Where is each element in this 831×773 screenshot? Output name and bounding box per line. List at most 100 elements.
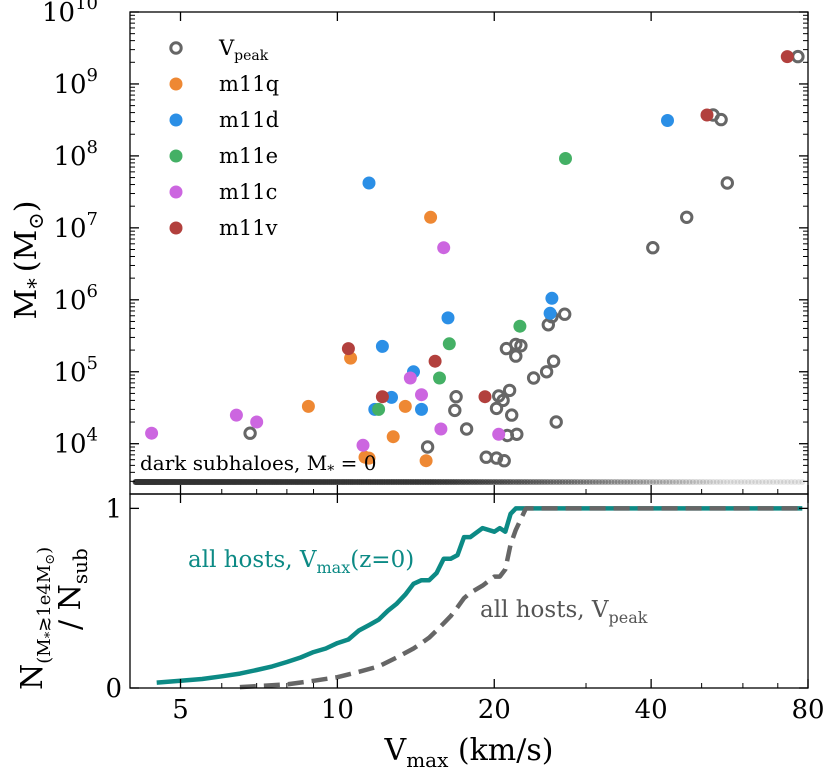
dark-subhalo-dot	[669, 479, 676, 485]
m11d-point	[375, 339, 389, 353]
dark-subhalo-dot	[710, 479, 717, 485]
dark-subhalo-dot	[630, 479, 637, 485]
vpeak-point	[546, 354, 561, 368]
y-tick-label: 105	[53, 353, 98, 388]
dark-subhalo-dot	[611, 479, 618, 485]
dark-subhalo-dot	[653, 479, 660, 485]
legend-marker-m11d	[169, 113, 183, 127]
m11v-point	[341, 342, 355, 356]
x-axis-label: Vmax (km/s)	[384, 733, 554, 772]
legend-marker-vpeak	[169, 41, 183, 55]
legend-label-m11v: m11v	[219, 216, 278, 240]
y-tick-label: 106	[53, 281, 98, 316]
dark-subhalo-dot	[777, 479, 784, 485]
dark-subhalo-dot	[706, 479, 713, 485]
y-tick-label: 108	[53, 137, 98, 172]
dark-subhalo-dot	[745, 479, 752, 485]
vpeak-point	[720, 176, 734, 190]
legend: Vpeak m11q m11d m11e m11c m11v	[169, 36, 279, 240]
dark-subhalo-dot	[717, 479, 724, 485]
dark-subhalo-dot	[583, 479, 590, 485]
dark-subhalo-dot	[763, 479, 769, 485]
bottom-axes-frame	[129, 493, 809, 689]
vpeak-point	[496, 393, 510, 408]
dark-subhalo-dot	[617, 479, 624, 485]
legend-marker-m11q	[169, 77, 183, 91]
dark-subhalo-dot	[713, 479, 720, 485]
m11d-point	[661, 114, 674, 127]
dark-subhalo-dot	[795, 479, 802, 485]
top-y-axis-label: M*(M⊙)	[9, 201, 48, 320]
dark-subhalo-dot	[755, 479, 762, 485]
m11d-point	[545, 291, 559, 305]
bottom-y-axis-label-line1: N(M*≳1e4M⊙)	[15, 547, 58, 690]
y-tick-label: 0	[105, 674, 122, 704]
vpeak-point	[243, 426, 257, 440]
dark-subhalo-dot	[562, 479, 569, 485]
dark-subhalo-dot	[770, 479, 777, 485]
dark-subhalo-dot	[596, 479, 602, 485]
m11c-point	[356, 438, 370, 452]
dark-subhalo-dot	[727, 479, 734, 485]
y-tick-label: 1010	[42, 0, 98, 28]
m11e-point	[442, 337, 456, 351]
dark-subhalo-dot	[559, 479, 566, 485]
m11e-point	[513, 319, 527, 333]
m11v-point	[700, 108, 714, 122]
m11v-point	[478, 390, 492, 404]
dark-subhalo-dot	[608, 479, 615, 485]
vpeak-point	[479, 450, 493, 464]
dark-subhalo-dot	[666, 479, 673, 485]
y-tick-label: 107	[53, 209, 98, 244]
m11v-point	[428, 354, 442, 368]
dark-subhalo-dot	[637, 479, 644, 485]
legend-label-vpeak: Vpeak	[218, 36, 269, 64]
legend-label-m11q: m11q	[219, 72, 279, 96]
dark-subhaloes-annotation: dark subhaloes, M* = 0	[140, 451, 376, 479]
legend-label-m11e: m11e	[219, 144, 278, 168]
vpeak-point	[448, 403, 462, 418]
vpeak-point	[510, 427, 524, 441]
vpeak-point	[489, 451, 504, 465]
dark-subhalo-dot	[748, 479, 755, 485]
legend-marker-m11v	[169, 221, 183, 235]
dark-subhalo-dot	[689, 479, 696, 485]
vpeak-point	[791, 49, 805, 64]
dark-subhalo-dot	[773, 479, 780, 485]
vpeak-point	[526, 371, 541, 385]
dark-subhalo-dot	[605, 479, 612, 485]
dark-subhalo-dot	[741, 479, 748, 485]
m11e-point	[433, 371, 446, 385]
dark-subhalo-dot	[781, 479, 787, 485]
vmax-fraction-line	[156, 506, 803, 685]
dark-subhalo-dot	[724, 479, 731, 485]
m11c-point	[415, 388, 428, 402]
bottom-ticks: 5 10 20 40 80 0 1	[105, 494, 825, 725]
y-tick-label: 1	[105, 494, 122, 524]
x-tick-label: 5	[172, 695, 189, 725]
dark-subhalo-dot	[592, 479, 599, 485]
dark-subhalo-dot	[791, 479, 798, 485]
dark-subhalo-dot	[693, 479, 700, 485]
dark-subhalo-dot	[679, 479, 686, 485]
dark-subhalo-dot	[656, 479, 663, 485]
dark-subhalo-dot	[700, 479, 707, 485]
m11d-point	[415, 402, 428, 416]
m11q-point	[419, 454, 433, 468]
vpeak-point	[489, 401, 504, 416]
dark-subhalo-dot	[627, 479, 634, 485]
vpeak-point	[497, 454, 511, 468]
dark-subhalo-dot	[759, 479, 766, 485]
m11q-point	[362, 451, 376, 465]
fraction-panel: 5 10 20 40 80 0 1 all hosts, Vmax(z=0) all hos…	[15, 493, 825, 772]
bottom-y-axis-label-line2: / Nsub	[53, 548, 92, 630]
gray-series-label: all hosts, Vpeak	[480, 597, 648, 627]
dark-subhalo-dot	[571, 479, 578, 485]
m11d-point	[543, 306, 557, 320]
m11d-point	[441, 311, 455, 325]
m11q-point	[398, 399, 412, 413]
dark-subhalo-dot	[734, 479, 741, 485]
dark-subhalo-dot	[602, 479, 609, 485]
dark-subhalo-dot	[703, 479, 710, 485]
m11c-point	[403, 371, 417, 385]
